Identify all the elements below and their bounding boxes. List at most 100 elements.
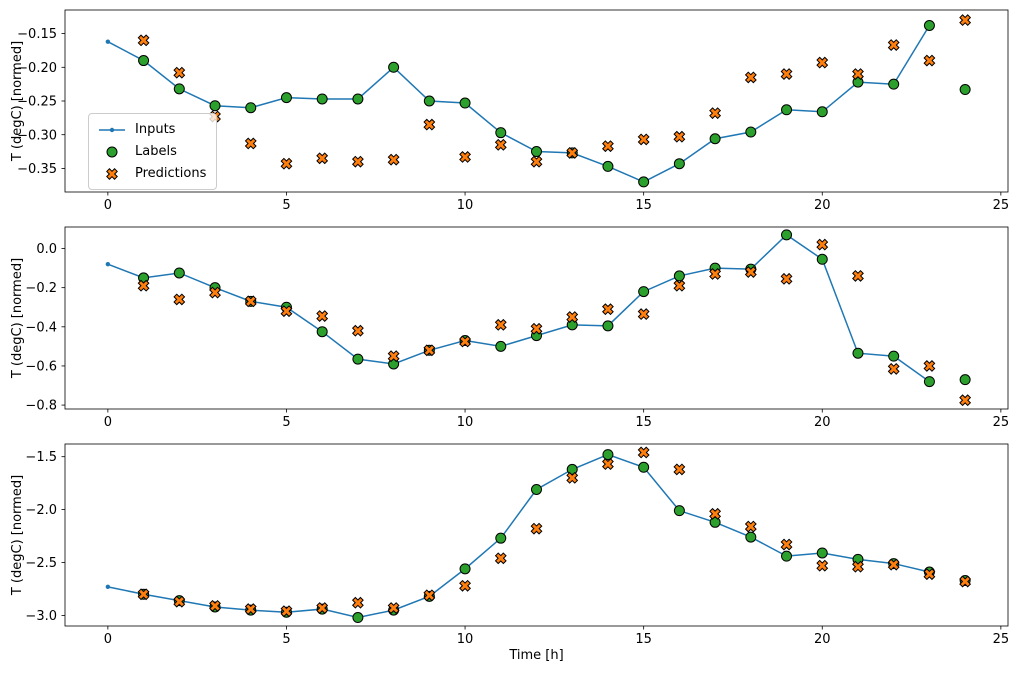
label-marker xyxy=(602,160,614,172)
legend-label-predictions: Predictions xyxy=(135,166,207,181)
label-marker xyxy=(495,340,507,352)
prediction-marker xyxy=(280,305,293,318)
label-marker xyxy=(888,78,900,90)
prediction-marker xyxy=(459,151,472,163)
label-marker xyxy=(495,127,507,139)
x-tick-label: 10 xyxy=(457,415,474,430)
label-marker xyxy=(781,229,793,241)
prediction-marker xyxy=(209,599,221,612)
prediction-marker xyxy=(137,588,150,601)
prediction-marker xyxy=(816,56,829,69)
x-tick-label: 25 xyxy=(993,415,1010,430)
prediction-marker xyxy=(852,560,864,573)
label-marker xyxy=(852,347,864,359)
y-tick-label: −0.20 xyxy=(17,61,57,76)
label-marker xyxy=(280,92,292,104)
prediction-marker xyxy=(387,153,400,166)
prediction-marker xyxy=(923,568,936,581)
prediction-marker xyxy=(852,269,864,282)
predictions-x-icon xyxy=(106,167,118,180)
prediction-marker xyxy=(423,344,436,357)
label-marker xyxy=(316,326,328,338)
x-tick-label: 0 xyxy=(104,632,112,647)
prediction-marker xyxy=(530,155,543,168)
prediction-marker xyxy=(530,322,543,335)
label-marker xyxy=(531,484,542,495)
label-marker xyxy=(745,531,757,543)
prediction-marker xyxy=(459,579,472,592)
label-marker xyxy=(173,267,185,279)
prediction-marker xyxy=(494,318,507,331)
label-marker xyxy=(638,286,650,298)
y-tick-label: −0.6 xyxy=(25,359,57,374)
x-tick-label: 20 xyxy=(814,198,831,213)
prediction-marker xyxy=(780,68,793,80)
prediction-marker xyxy=(280,157,293,170)
prediction-marker xyxy=(280,605,293,618)
label-marker xyxy=(173,83,185,95)
y-tick-label: −2.5 xyxy=(25,556,57,571)
x-tick-label: 15 xyxy=(635,415,652,430)
prediction-marker xyxy=(887,362,900,375)
label-marker xyxy=(959,84,971,96)
prediction-marker xyxy=(887,558,900,571)
y-axis-label-middle: T (degC) [normed] xyxy=(10,257,25,379)
prediction-marker xyxy=(244,295,257,308)
labels-circle-icon xyxy=(106,146,118,157)
label-marker xyxy=(709,516,721,528)
prediction-marker xyxy=(137,34,150,47)
y-tick-label: −0.15 xyxy=(17,27,57,42)
y-tick-label: −2.0 xyxy=(25,503,57,518)
prediction-marker xyxy=(637,308,650,321)
prediction-marker xyxy=(173,66,186,79)
prediction-marker xyxy=(387,350,400,363)
prediction-marker xyxy=(637,133,650,146)
legend: Inputs Labels Predictions xyxy=(88,113,218,190)
prediction-marker xyxy=(459,335,472,348)
legend-label-inputs: Inputs xyxy=(135,122,176,137)
legend-label-labels: Labels xyxy=(135,144,177,159)
prediction-marker xyxy=(494,552,507,565)
prediction-marker xyxy=(173,595,186,608)
label-marker xyxy=(495,532,507,544)
inputs-dot xyxy=(105,584,111,590)
label-marker xyxy=(316,93,328,105)
label-marker xyxy=(245,102,257,114)
prediction-marker xyxy=(744,71,757,84)
x-tick-label: 10 xyxy=(457,198,474,213)
legend-item-predictions: Predictions xyxy=(97,165,206,182)
prediction-marker xyxy=(852,68,864,80)
prediction-marker xyxy=(673,463,686,476)
plot-area-2 xyxy=(65,444,1008,626)
prediction-marker xyxy=(566,471,579,484)
label-marker xyxy=(602,449,614,461)
prediction-marker xyxy=(709,268,722,280)
x-tick-label: 5 xyxy=(282,632,290,647)
label-marker xyxy=(816,106,828,118)
prediction-marker xyxy=(530,522,543,535)
label-marker xyxy=(923,20,935,32)
y-axis-label-bottom: T (degC) [normed] xyxy=(10,474,25,596)
inputs-line-icon xyxy=(99,127,125,132)
label-marker xyxy=(352,93,364,105)
x-tick-label: 25 xyxy=(993,632,1010,647)
x-tick-label: 5 xyxy=(282,198,290,213)
inputs-line xyxy=(107,25,931,183)
label-marker xyxy=(781,104,793,116)
label-marker xyxy=(816,253,828,265)
label-marker xyxy=(423,95,435,107)
prediction-marker xyxy=(923,360,936,372)
prediction-marker xyxy=(959,575,972,588)
legend-item-inputs: Inputs xyxy=(97,121,206,138)
prediction-marker xyxy=(566,146,579,159)
x-tick-label: 0 xyxy=(104,415,112,430)
prediction-marker xyxy=(923,54,936,67)
inputs-line xyxy=(107,233,930,383)
prediction-marker xyxy=(244,137,257,150)
prediction-marker xyxy=(816,238,829,251)
prediction-marker xyxy=(209,286,221,299)
label-marker xyxy=(138,55,150,67)
label-marker xyxy=(352,353,364,365)
